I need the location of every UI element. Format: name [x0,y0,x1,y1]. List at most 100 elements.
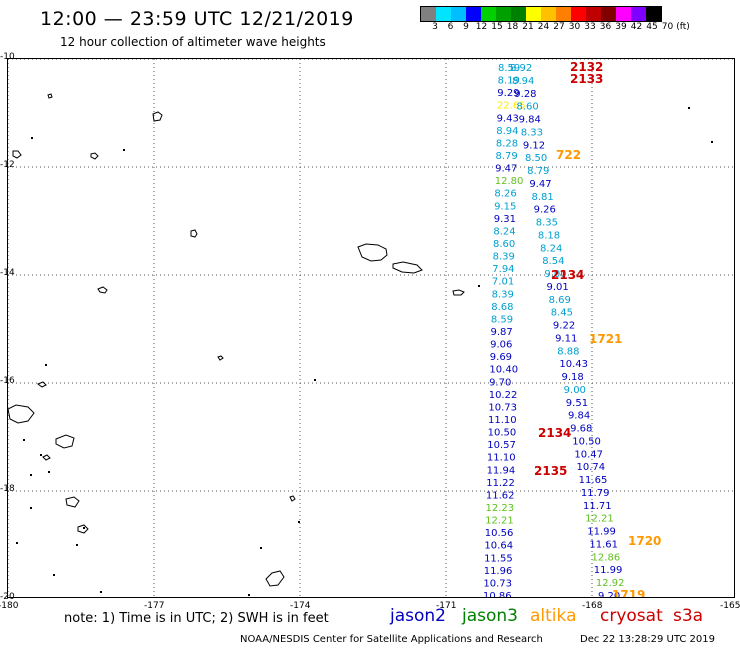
small-island-markers [16,107,713,596]
latitude-tick-label: -10 [0,52,15,62]
island-dot [248,594,250,596]
swh-value: 11.62 [486,490,515,501]
swh-value: 9.51 [566,398,588,409]
swh-value: 9.12 [523,140,545,151]
swh-value: 8.39 [492,289,514,300]
island-samll-5 [217,355,224,361]
island-wallis [190,229,198,238]
swh-value: 8.92 [510,63,532,74]
swh-value: 9.11 [555,333,577,344]
swh-value: 8.54 [542,256,564,267]
longitude-tick-label: -168 [582,601,603,611]
legend-label: 42 [630,22,643,32]
swh-value: 8.94 [512,76,534,87]
color-legend-labels: 3 6 9 12 15 18 21 24 27 30 33 36 39 42 45 70 (ft) [420,22,730,34]
legend-swatch [601,7,616,21]
landmasses [8,93,465,587]
legend-label: 3 [432,22,438,32]
swh-value: 9.68 [570,424,592,435]
legend-swatch [586,7,601,21]
satellite-label-altika: altika [530,606,577,626]
legend-label: 30 [568,22,581,32]
color-legend [420,6,662,22]
swh-value: 8.50 [525,153,547,164]
swh-value: 9.43 [497,113,519,124]
island-small-2 [12,150,22,159]
legend-swatch [481,7,496,21]
swh-value: 12.21 [485,516,514,527]
swh-value: 9.22 [553,321,575,332]
swh-track-a: 8.598.199.2922.659.438.948.288.799.4712.… [483,63,526,597]
swh-value: 10.73 [488,402,517,413]
swh-value: 10.50 [488,428,517,439]
swh-value: 11.10 [488,415,517,426]
swh-value: 8.26 [494,189,516,200]
island-dot [30,507,32,509]
swh-value: 11.71 [583,501,612,512]
island-dot [100,591,102,593]
legend-label: 9 [463,22,469,32]
swh-value: 9.01 [546,282,568,293]
legend-label: 33 [584,22,596,32]
satellite-label-s3a: s3a [673,606,704,626]
legend-label: 12 [475,22,488,32]
legend-swatch [511,7,526,21]
swh-value: 8.28 [496,138,518,149]
footer-timestamp: Dec 22 13:28:29 UTC 2019 [580,634,715,645]
pass-time-label: 2134 [551,268,584,282]
note-text: note: 1) Time is in UTC; 2) SWH is in fe… [64,611,329,626]
swh-value: 8.60 [516,102,538,113]
island-dot [83,527,85,529]
swh-value: 8.79 [496,151,518,162]
swh-value: 10.50 [572,436,601,447]
island-dot [314,379,316,381]
island-dot [711,141,713,143]
swh-value: 11.65 [579,475,608,486]
island-fiji-4 [77,524,89,534]
swh-value: 9.18 [562,372,584,383]
map-svg: 8.59 8.199.29 22.659.43 8.94 8.28 8.79 9.47 12.… [8,59,734,597]
swh-value: 7.01 [492,277,514,288]
swh-value: 11.61 [589,539,618,550]
swh-value: 9.87 [491,327,513,338]
swh-value: 22.65 [497,101,526,112]
swh-value: 8.69 [549,295,571,306]
island-northwest [152,111,163,122]
swh-value: 8.33 [521,127,543,138]
swh-value: 9.00 [564,385,586,396]
swh-value: 8.19 [498,76,520,87]
map-panel: 8.59 8.19 9.29 22.65 9.43 8.94 8.28 8.79 9.47 12.… [7,58,735,598]
island-dot [53,574,55,576]
legend-swatch [616,7,631,21]
longitude-tick-label: -171 [436,601,457,611]
swh-value: 9.84 [568,411,590,422]
swh-value: 8.39 [493,252,515,263]
legend-swatch [541,7,556,21]
satellite-label-jason3: jason3 [462,606,518,626]
swh-value: 10.40 [489,365,518,376]
swh-value: 10.43 [559,359,588,370]
legend-swatch [451,7,466,21]
swh-value: 12.23 [486,503,515,514]
pass-time-label: 1721 [589,332,622,346]
longitude-tick-label: -177 [144,601,165,611]
swh-value: 11.99 [594,565,623,576]
legend-swatch [526,7,541,21]
swh-value: 11.79 [581,488,610,499]
swh-value: 9.29 [497,88,519,99]
legend-label: 27 [553,22,565,32]
swh-value: 10.64 [484,541,513,552]
swh-value: 8.18 [538,230,560,241]
island-dot [478,285,480,287]
swh-value: 9.47 [529,179,551,190]
swh-value: 8.59 [498,63,520,74]
swh-value: 10.22 [489,390,518,401]
swh-value: 9.00 [544,269,566,280]
legend-swatch [496,7,511,21]
legend-label: 24 [537,22,550,32]
pass-time-label: 2132 [570,60,603,74]
legend-swatch [631,7,646,21]
legend-swatch [421,7,436,21]
legend-label: 36 [599,22,612,32]
